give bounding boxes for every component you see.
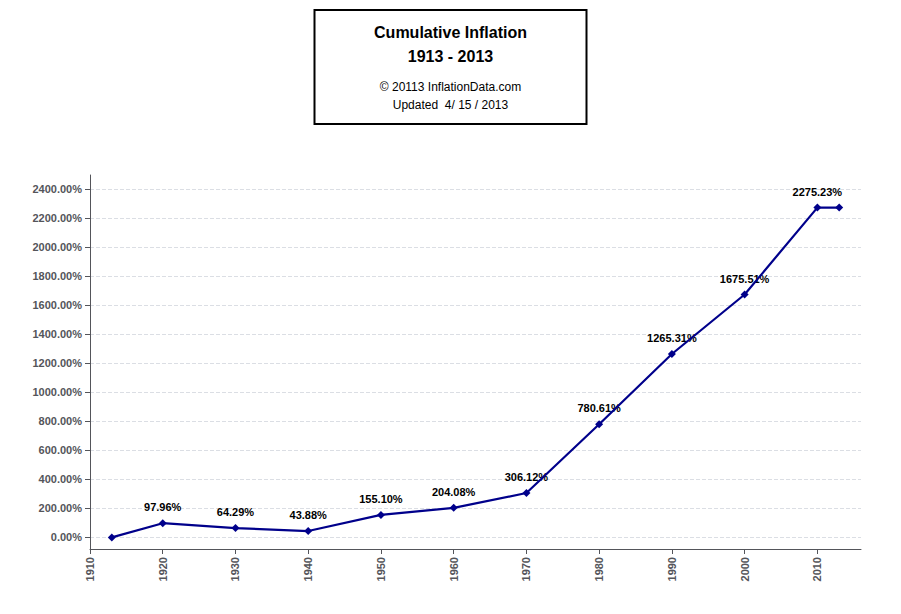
svg-text:2000.00%: 2000.00%: [32, 241, 82, 253]
svg-text:1930: 1930: [229, 557, 241, 581]
svg-text:1970: 1970: [520, 557, 532, 581]
svg-text:200.00%: 200.00%: [39, 502, 83, 514]
svg-text:1675.51%: 1675.51%: [719, 272, 770, 285]
svg-text:1990: 1990: [666, 557, 678, 581]
svg-text:43.88%: 43.88%: [290, 509, 328, 521]
svg-text:1913 - 2013: 1913 - 2013: [408, 48, 494, 65]
svg-text:2200.00%: 2200.00%: [32, 212, 82, 224]
svg-text:Updated 4/ 15 / 2013: Updated 4/ 15 / 2013: [393, 98, 509, 112]
svg-text:800.00%: 800.00%: [39, 415, 83, 427]
svg-text:Cumulative Inflation: Cumulative Inflation: [374, 24, 527, 41]
svg-text:1800.00%: 1800.00%: [32, 270, 82, 282]
svg-text:306.12%: 306.12%: [504, 471, 549, 483]
svg-text:64.29%: 64.29%: [217, 506, 255, 518]
svg-text:1265.31%: 1265.31%: [647, 332, 697, 344]
svg-text:© 20113 InflationData.com: © 20113 InflationData.com: [380, 80, 521, 94]
svg-text:2400.00%: 2400.00%: [32, 183, 82, 195]
svg-text:600.00%: 600.00%: [39, 444, 83, 456]
svg-text:97.96%: 97.96%: [144, 501, 182, 513]
svg-text:780.61%: 780.61%: [577, 402, 621, 415]
svg-text:2010: 2010: [811, 557, 823, 581]
svg-text:1400.00%: 1400.00%: [32, 328, 82, 340]
svg-text:2275.23%: 2275.23%: [793, 186, 843, 198]
svg-text:1000.00%: 1000.00%: [32, 386, 82, 398]
svg-text:1950: 1950: [375, 557, 387, 581]
svg-text:1910: 1910: [84, 557, 96, 581]
svg-text:1980: 1980: [593, 557, 605, 581]
svg-text:400.00%: 400.00%: [39, 473, 83, 485]
svg-text:1600.00%: 1600.00%: [32, 299, 82, 311]
svg-text:1200.00%: 1200.00%: [32, 357, 82, 369]
svg-text:1960: 1960: [448, 557, 460, 581]
svg-text:1920: 1920: [157, 557, 169, 581]
svg-text:204.08%: 204.08%: [432, 486, 476, 498]
svg-text:0.00%: 0.00%: [51, 531, 82, 543]
svg-text:2000: 2000: [739, 557, 751, 581]
svg-text:1940: 1940: [302, 557, 314, 581]
svg-text:155.10%: 155.10%: [359, 493, 403, 505]
